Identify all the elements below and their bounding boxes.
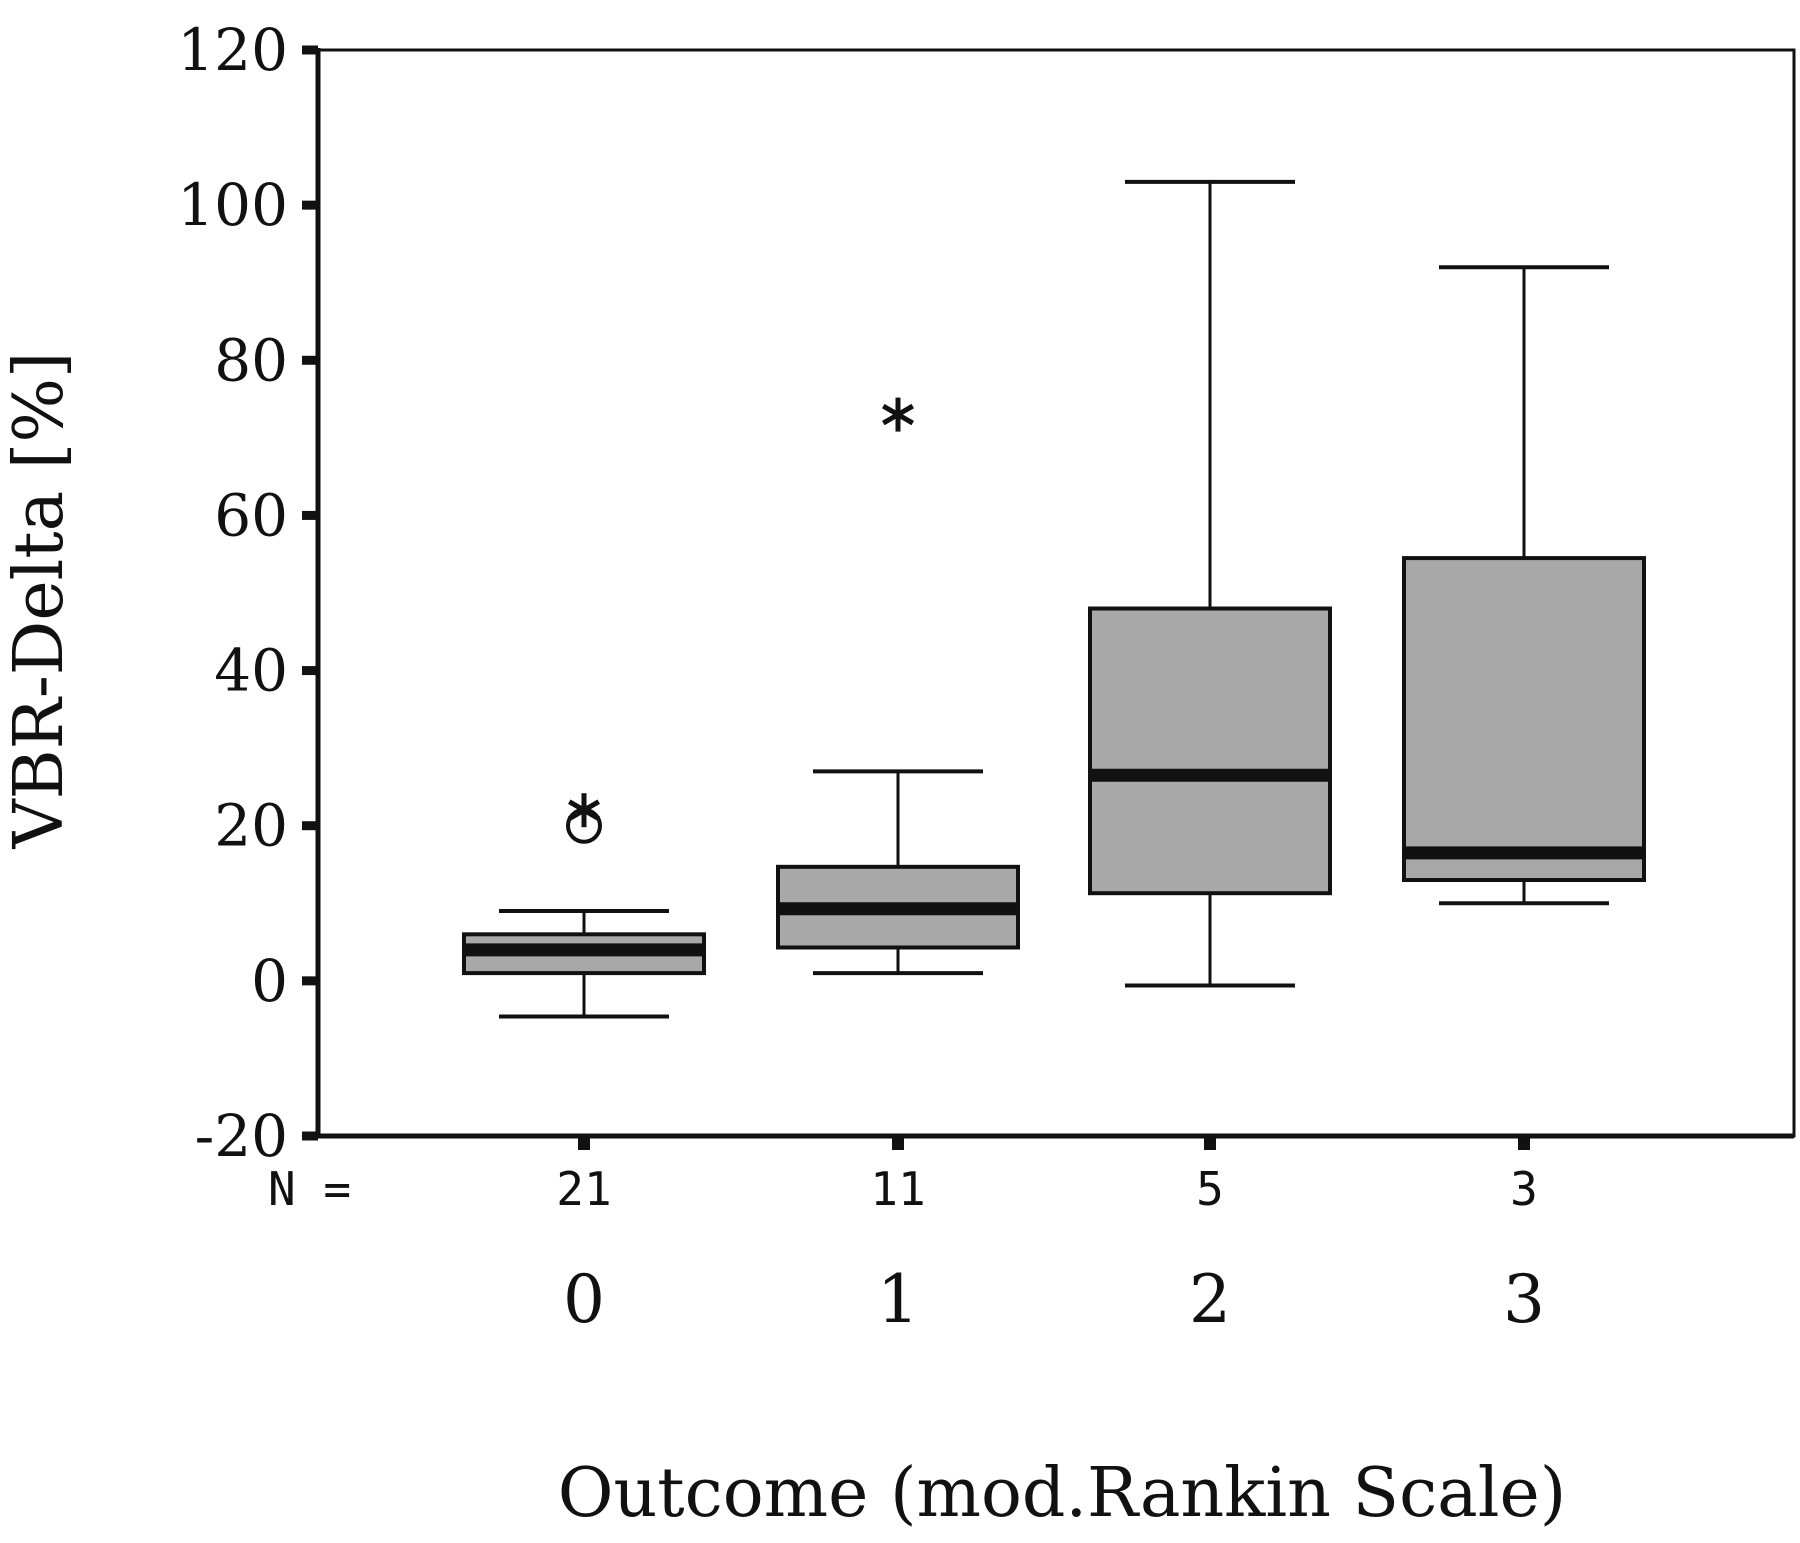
outlier-star-stroke xyxy=(882,403,914,426)
box-group xyxy=(776,397,1020,976)
box-group xyxy=(1088,179,1332,988)
category-label: 2 xyxy=(1189,1261,1231,1338)
y-axis: -20 0 20 40 60 80 100 120 xyxy=(177,16,318,1170)
box-series xyxy=(462,179,1646,1019)
n-count-label: 21 xyxy=(556,1162,611,1216)
y-tick-label: 80 xyxy=(214,326,288,394)
category-label: 0 xyxy=(563,1261,605,1338)
y-tick-label: 120 xyxy=(177,16,288,84)
n-prefix-label: N = xyxy=(268,1162,351,1216)
y-tick-label: 100 xyxy=(177,171,288,239)
box-group xyxy=(1402,265,1646,906)
y-tick-label: 0 xyxy=(251,947,288,1015)
n-count-label: 11 xyxy=(870,1162,925,1216)
y-tick-label: 40 xyxy=(214,637,288,705)
y-tick-label: 20 xyxy=(214,792,288,860)
outlier-star xyxy=(882,397,914,432)
n-count-label: 3 xyxy=(1510,1162,1538,1216)
box-iqr xyxy=(1402,556,1646,883)
y-axis-title: VBR-Delta [%] xyxy=(0,352,79,850)
outlier-star xyxy=(568,793,600,828)
plot-area xyxy=(315,48,1796,1139)
category-label: 1 xyxy=(877,1261,919,1338)
y-tick-label: -20 xyxy=(195,1102,288,1170)
category-label: 3 xyxy=(1503,1261,1545,1338)
n-count-label: 5 xyxy=(1196,1162,1224,1216)
box-group xyxy=(462,793,706,1019)
y-tick-label: 60 xyxy=(214,481,288,549)
box-iqr xyxy=(1088,606,1332,896)
x-axis-title: Outcome (mod.Rankin Scale) xyxy=(558,1454,1567,1533)
outlier-star-stroke xyxy=(568,799,600,821)
